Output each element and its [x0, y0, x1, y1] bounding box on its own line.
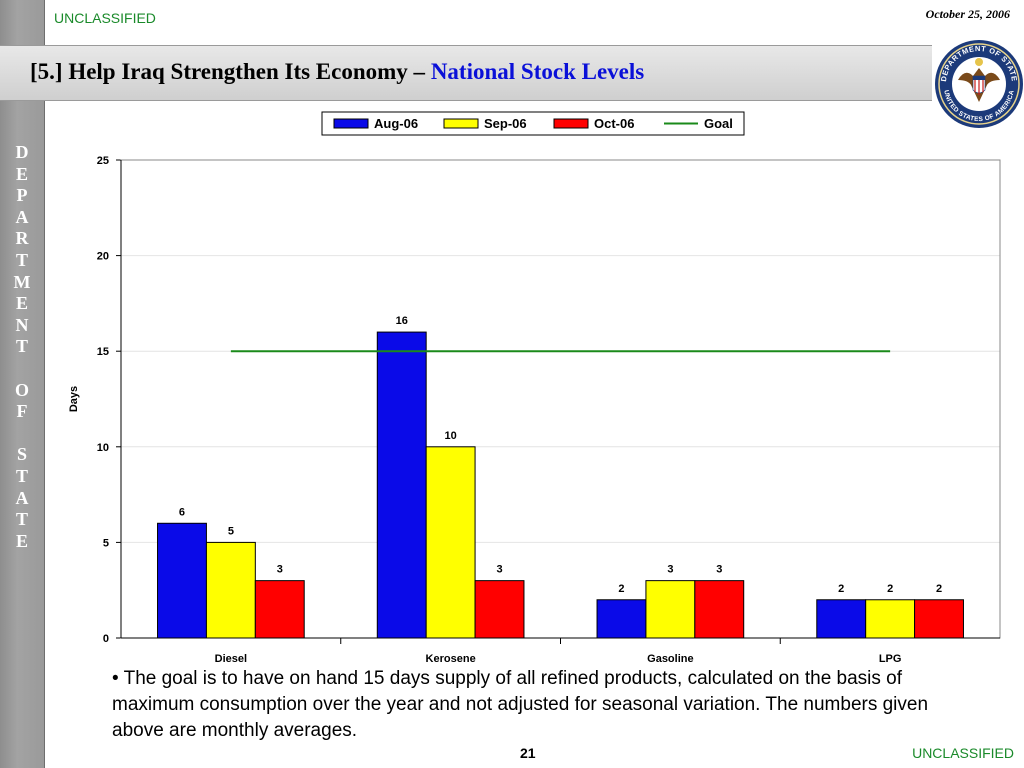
bar: [205, 541, 256, 639]
classification-top: UNCLASSIFIED: [54, 10, 156, 26]
bar: [865, 599, 916, 639]
legend-swatch: [553, 118, 589, 129]
data-label: 2: [618, 583, 624, 595]
title-main: [5.] Help Iraq Strengthen Its Economy –: [30, 59, 431, 84]
sidebar-letter: P: [16, 185, 28, 206]
bar: [694, 580, 745, 639]
data-label: 3: [716, 564, 722, 576]
sidebar-letter: A: [15, 487, 29, 508]
bar: [816, 599, 867, 639]
sidebar-letter: E: [15, 530, 28, 551]
data-label: 2: [838, 583, 844, 595]
bar: [376, 331, 427, 639]
title-accent: National Stock Levels: [430, 59, 645, 84]
department-of-state-seal-icon: DEPARTMENT OF STATE UNITED STATES OF AME…: [935, 40, 1023, 128]
legend-label: Sep-06: [484, 116, 527, 131]
sidebar-letter: E: [15, 293, 28, 314]
sidebar-letter: T: [15, 465, 28, 486]
sidebar-letter: R: [15, 228, 29, 249]
legend-swatch: [443, 118, 479, 129]
x-tick-label: Gasoline: [647, 653, 693, 665]
legend-label: Oct-06: [594, 116, 634, 131]
legend-swatch: [333, 118, 369, 129]
legend-label: Goal: [704, 116, 733, 131]
data-label: 3: [277, 564, 283, 576]
bar: [596, 599, 647, 639]
bar: [474, 580, 525, 639]
data-label: 3: [667, 564, 673, 576]
y-tick-label: 0: [103, 633, 109, 645]
x-tick-label: Kerosene: [426, 653, 476, 665]
sidebar-letter: T: [15, 249, 28, 270]
sidebar-letter: T: [15, 509, 28, 530]
sidebar-letter: O: [14, 379, 29, 400]
y-tick-label: 20: [97, 251, 109, 263]
goal-footnote: • The goal is to have on hand 15 days su…: [112, 668, 929, 741]
data-label: 10: [445, 430, 457, 442]
y-tick-label: 10: [97, 442, 109, 454]
bar: [254, 580, 305, 639]
y-tick-label: 25: [97, 155, 109, 167]
x-tick-label: Diesel: [215, 653, 247, 665]
national-stock-levels-chart: 0 5 10 15 20 25 Days 6 5 3 Diesel 16 10 3 Kerosene 2 3 3 G…: [68, 111, 1001, 665]
sidebar-letter: D: [15, 142, 29, 162]
title-bar: [5.] Help Iraq Strengthen Its Economy – …: [0, 45, 932, 101]
data-label: 6: [179, 506, 185, 518]
data-label: 2: [936, 583, 942, 595]
sidebar-letter: M: [13, 271, 31, 292]
data-label: 3: [496, 564, 502, 576]
data-label: 5: [228, 525, 234, 537]
slide-date: October 25, 2006: [925, 7, 1010, 21]
legend: [321, 111, 745, 136]
bar: [914, 599, 964, 639]
data-label: 16: [396, 315, 408, 327]
y-axis-label: Days: [68, 386, 80, 412]
legend-label: Aug-06: [374, 116, 418, 131]
bar: [157, 522, 207, 639]
sidebar-letter: S: [16, 444, 27, 465]
sidebar-letter: E: [15, 163, 28, 184]
y-tick-label: 15: [97, 346, 109, 358]
classification-bottom: UNCLASSIFIED: [912, 745, 1014, 761]
sidebar-letter: T: [15, 336, 28, 357]
data-label: 2: [887, 583, 893, 595]
bar: [425, 446, 476, 639]
x-tick-label: LPG: [879, 653, 902, 665]
sidebar-letter: N: [15, 314, 29, 335]
bar: [645, 580, 696, 639]
sidebar-letter: F: [16, 401, 28, 422]
slide-title: [5.] Help Iraq Strengthen Its Economy – …: [30, 59, 644, 85]
page-number: 21: [520, 745, 536, 761]
y-tick-label: 5: [103, 537, 109, 549]
sidebar-letter: A: [15, 206, 29, 227]
